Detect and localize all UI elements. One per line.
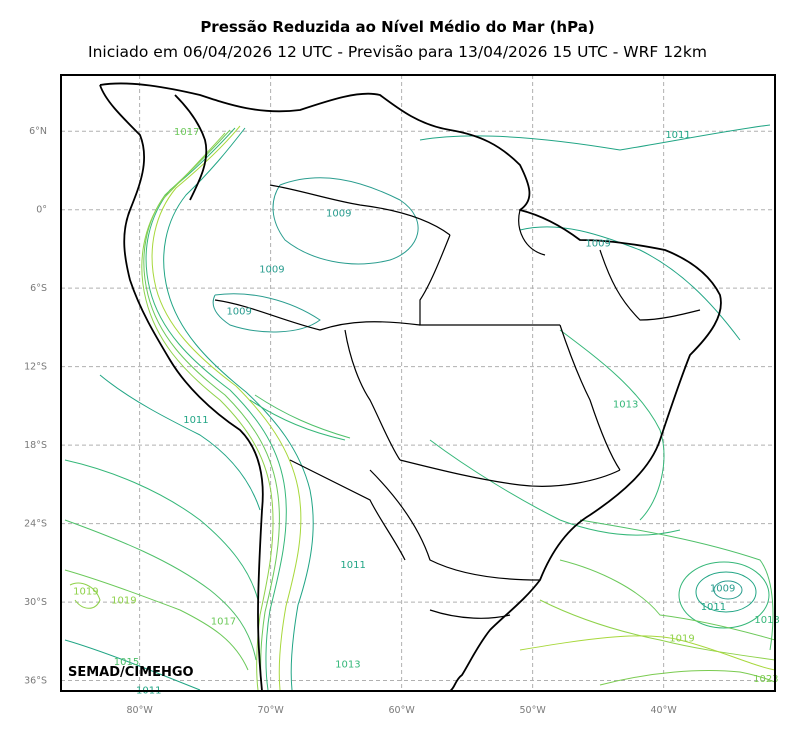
low-pressure-1009	[713, 580, 743, 600]
map-area	[61, 75, 775, 691]
border	[429, 609, 511, 619]
isobar-1013	[559, 329, 665, 521]
lon-tick-label: 70°W	[257, 705, 284, 716]
isobar-1009	[212, 293, 321, 333]
isobar-label: 1019	[669, 633, 694, 644]
border	[214, 299, 421, 331]
isobar-andes	[141, 132, 274, 691]
axis-ticks: 6°N 0° 6°S 12°S 18°S 24°S 30°S 36°S 80°W 70°W 60°W…	[24, 126, 677, 716]
lat-tick-label: 0°	[36, 205, 47, 216]
isobar-label: 1009	[259, 265, 284, 276]
isobar-andes	[163, 127, 314, 691]
isobar-label: 1013	[335, 660, 360, 671]
isobar-andes	[151, 125, 302, 691]
border	[369, 469, 541, 581]
isobar-andes	[143, 129, 280, 691]
border	[419, 234, 560, 326]
lon-tick-label: 40°W	[651, 705, 678, 716]
isobar-1013	[429, 439, 681, 536]
lat-tick-label: 30°S	[24, 597, 47, 608]
isobar-1015	[64, 519, 257, 661]
isobar-1009	[272, 177, 419, 265]
isobar-label: 1019	[73, 586, 98, 597]
isobar-label: 1013	[613, 399, 638, 410]
border	[399, 459, 621, 487]
lon-tick-label: 60°W	[389, 705, 416, 716]
border	[559, 324, 621, 471]
isobar-1017	[64, 569, 249, 671]
isobar-label: 1023	[753, 674, 778, 685]
isobar-label: 1011	[665, 130, 690, 141]
border	[269, 184, 451, 236]
low-pressure-1013	[678, 561, 770, 629]
isobar-1011	[99, 374, 261, 511]
isobar-label: 1009	[326, 208, 351, 219]
border	[344, 329, 401, 461]
isobar-label: 1017	[211, 616, 236, 627]
border	[289, 459, 406, 561]
isobar-label: 1011	[340, 560, 365, 571]
isobar-label: 1013	[754, 615, 779, 626]
isobar-label: 1011	[183, 415, 208, 426]
isobar-1013	[64, 459, 259, 601]
isobar-label: 1019	[111, 595, 136, 606]
lat-tick-label: 18°S	[24, 440, 47, 451]
isobar-andes	[249, 399, 346, 441]
pacific-coastline	[99, 84, 264, 691]
lat-tick-label: 6°N	[29, 126, 47, 137]
map-frame	[60, 74, 776, 692]
low-pressure-1011	[695, 571, 757, 613]
isobar-1011	[519, 226, 741, 341]
lon-tick-label: 50°W	[520, 705, 547, 716]
isobar-1019	[539, 599, 775, 661]
isobar-1023	[599, 670, 775, 686]
state-borders	[214, 184, 701, 619]
map-title: Pressão Reduzida ao Nível Médio do Mar (…	[200, 18, 595, 36]
lat-tick-label: 36°S	[24, 676, 47, 687]
isobar-label: 1009	[585, 238, 610, 249]
lon-tick-label: 80°W	[126, 705, 153, 716]
map-subtitle: Iniciado em 06/04/2026 12 UTC - Previsão…	[88, 43, 707, 61]
lat-tick-label: 6°S	[30, 283, 47, 294]
isobars	[64, 124, 775, 691]
isobar-1015	[579, 519, 774, 651]
isobar-label: 1009	[710, 584, 735, 595]
border	[518, 209, 546, 256]
isobar-label: 1015	[114, 657, 139, 668]
isobar-label: 1017	[174, 127, 199, 138]
lat-tick-label: 24°S	[24, 519, 47, 530]
isobar-andes	[254, 394, 351, 439]
border	[599, 249, 701, 321]
isobar-1021	[519, 635, 775, 671]
isobar-1019	[69, 582, 101, 609]
isobar-label: 1009	[226, 306, 251, 317]
isobar-1017	[559, 559, 775, 641]
credit-label: SEMAD/CIMEHGO	[68, 665, 194, 680]
andes-divide	[174, 94, 208, 201]
lat-tick-label: 12°S	[24, 362, 47, 373]
isobar-label: 1011	[701, 602, 726, 613]
isobar-1013	[64, 639, 201, 691]
